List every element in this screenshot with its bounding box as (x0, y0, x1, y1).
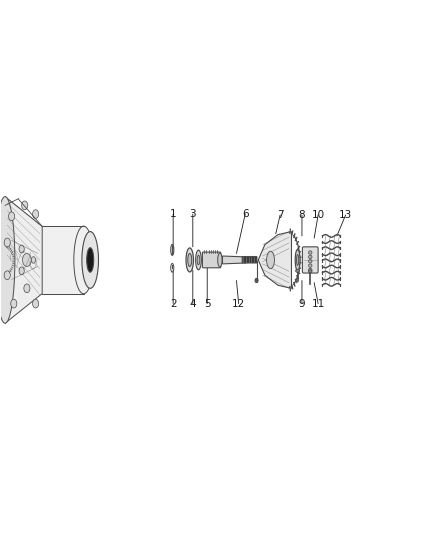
Ellipse shape (32, 299, 39, 308)
Text: 1: 1 (170, 209, 177, 219)
Ellipse shape (197, 255, 200, 265)
Text: 12: 12 (232, 298, 245, 309)
Text: 2: 2 (170, 298, 177, 309)
Text: 3: 3 (190, 209, 196, 219)
Text: 8: 8 (299, 210, 305, 220)
Ellipse shape (21, 201, 28, 210)
Text: 6: 6 (242, 209, 248, 219)
FancyBboxPatch shape (202, 252, 221, 268)
Ellipse shape (308, 251, 312, 254)
Ellipse shape (31, 257, 35, 263)
Ellipse shape (267, 251, 275, 269)
FancyBboxPatch shape (242, 256, 257, 263)
Ellipse shape (308, 260, 312, 263)
Text: 4: 4 (190, 298, 196, 309)
Ellipse shape (4, 271, 11, 280)
Text: 9: 9 (299, 298, 305, 309)
Ellipse shape (32, 210, 39, 219)
Ellipse shape (0, 197, 15, 323)
Text: 7: 7 (277, 210, 283, 220)
Text: 5: 5 (204, 298, 211, 309)
Ellipse shape (308, 270, 312, 273)
Ellipse shape (186, 248, 194, 272)
Ellipse shape (11, 299, 17, 308)
Polygon shape (258, 231, 291, 288)
Ellipse shape (296, 269, 300, 272)
Ellipse shape (9, 212, 14, 221)
Polygon shape (5, 197, 42, 323)
Ellipse shape (4, 238, 11, 247)
Ellipse shape (74, 226, 93, 294)
Ellipse shape (308, 268, 312, 272)
Ellipse shape (196, 250, 201, 270)
Ellipse shape (19, 267, 24, 275)
Polygon shape (223, 256, 255, 264)
Ellipse shape (188, 253, 192, 266)
Text: 10: 10 (311, 210, 325, 220)
Ellipse shape (295, 249, 300, 270)
Ellipse shape (22, 253, 31, 266)
Ellipse shape (82, 231, 99, 288)
Ellipse shape (87, 248, 94, 272)
Ellipse shape (218, 253, 222, 267)
FancyBboxPatch shape (302, 247, 318, 273)
Ellipse shape (297, 254, 299, 265)
Ellipse shape (308, 264, 312, 268)
Text: 11: 11 (311, 298, 325, 309)
Ellipse shape (24, 284, 30, 293)
Ellipse shape (19, 245, 24, 253)
Ellipse shape (308, 255, 312, 259)
Text: 13: 13 (339, 210, 352, 220)
Ellipse shape (255, 278, 258, 282)
